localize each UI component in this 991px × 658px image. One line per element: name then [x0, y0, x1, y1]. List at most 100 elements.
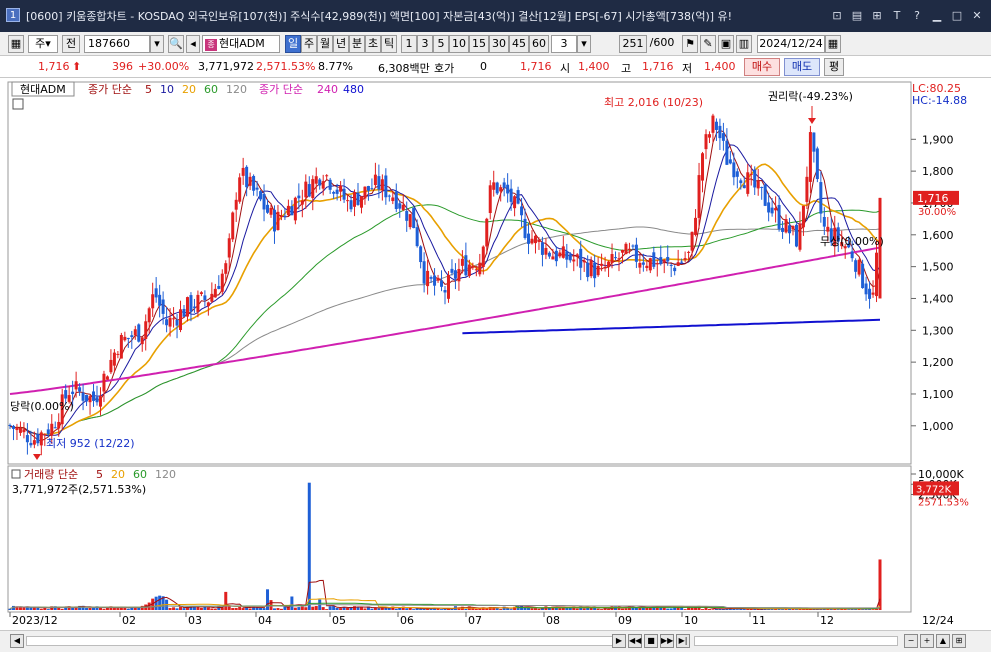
- volume-bar: [276, 608, 280, 610]
- grid-toggle-icon[interactable]: [12, 98, 24, 110]
- period-button-5[interactable]: 초: [365, 35, 381, 53]
- candle-body: [620, 249, 624, 253]
- volume-bar: [523, 606, 527, 610]
- candle-body: [801, 205, 805, 228]
- candle-body: [694, 217, 698, 235]
- x-tick-label: 04: [258, 614, 272, 627]
- help-icon[interactable]: ?: [914, 9, 920, 22]
- minute-button-1[interactable]: 1: [401, 35, 417, 53]
- candle-body: [179, 309, 183, 330]
- volume-bar: [603, 608, 607, 610]
- print-icon[interactable]: ▤: [851, 9, 863, 22]
- ma10-line: [9, 144, 881, 437]
- save-icon[interactable]: ▣: [718, 35, 734, 53]
- volume-bar: [262, 608, 266, 610]
- ma60-line: [9, 204, 881, 436]
- candle-body: [871, 292, 875, 295]
- stock-code-input[interactable]: 187660: [84, 35, 150, 53]
- scroll-left-icon[interactable]: ◀: [10, 634, 24, 648]
- candle-body: [568, 254, 572, 261]
- stock-code-value: 187660: [88, 37, 130, 50]
- stock-chart[interactable]: 1,9001,8001,7001,6001,5001,4001,3001,200…: [0, 80, 991, 628]
- name-tag-box[interactable]: [11, 81, 75, 97]
- close-icon[interactable]: ✕: [972, 9, 982, 22]
- order-icon[interactable]: ⚑: [682, 35, 698, 53]
- scroll-right-icon[interactable]: ▶: [612, 634, 626, 648]
- rewind-icon[interactable]: ◀◀: [628, 634, 642, 648]
- code-dropdown-icon[interactable]: ▾: [150, 35, 164, 53]
- eval-button[interactable]: 평: [824, 58, 844, 76]
- end-icon[interactable]: ▶|: [676, 634, 690, 648]
- candle-body: [224, 263, 228, 274]
- legend-ma-480: 480: [343, 83, 364, 96]
- tool-icon[interactable]: ✎: [700, 35, 716, 53]
- candle-body: [412, 207, 416, 229]
- minute-button-15[interactable]: 15: [469, 35, 489, 53]
- zoom-in-icon[interactable]: +: [920, 634, 934, 648]
- minute-button-5[interactable]: 5: [433, 35, 449, 53]
- candle-body: [728, 159, 732, 164]
- volume-bar: [540, 607, 544, 610]
- font-icon[interactable]: T: [893, 9, 901, 22]
- vol-toggle-icon[interactable]: [11, 469, 21, 479]
- search-icon[interactable]: 🔍: [168, 35, 184, 53]
- candle-body: [523, 218, 527, 238]
- count-input[interactable]: 251: [619, 35, 647, 53]
- period-button-6[interactable]: 틱: [381, 35, 397, 53]
- interval-dropdown-icon[interactable]: ▾: [577, 35, 591, 53]
- stock-type-icon: 종: [205, 39, 217, 51]
- volume-bar: [234, 607, 238, 610]
- volume-bar: [196, 606, 200, 610]
- volume-bar: [478, 607, 482, 610]
- period-button-1[interactable]: 주: [301, 35, 317, 53]
- sell-button[interactable]: 매도: [784, 58, 820, 76]
- open-label: 시: [560, 62, 571, 75]
- minute-button-10[interactable]: 10: [449, 35, 469, 53]
- zoom-track[interactable]: [694, 636, 898, 646]
- minute-button-3[interactable]: 3: [417, 35, 433, 53]
- candle-body: [161, 299, 165, 314]
- chart-scroll-bar: ◀ ▶ ◀◀ ■ ▶▶ ▶| − + ▲ ⊞: [0, 630, 991, 652]
- volume-bar: [690, 607, 694, 610]
- candle-body: [401, 204, 405, 210]
- maximize-icon[interactable]: □: [951, 9, 963, 22]
- minute-button-45[interactable]: 45: [509, 35, 529, 53]
- period-button-3[interactable]: 년: [333, 35, 349, 53]
- period-button-2[interactable]: 월: [317, 35, 333, 53]
- zoom-out-icon[interactable]: −: [904, 634, 918, 648]
- play-icon[interactable]: ▶▶: [660, 634, 674, 648]
- buy-button[interactable]: 매수: [744, 58, 780, 76]
- candle-body: [325, 175, 329, 177]
- scroll-track[interactable]: [26, 636, 616, 646]
- interval-input[interactable]: 3: [551, 35, 577, 53]
- link-icon[interactable]: ⊡: [832, 9, 842, 22]
- stop-icon[interactable]: ■: [644, 634, 658, 648]
- fit-icon[interactable]: ▲: [936, 634, 950, 648]
- period-button-0[interactable]: 일: [285, 35, 301, 53]
- stock-name-field[interactable]: 종 현대ADM: [202, 35, 280, 53]
- candle-body: [763, 184, 767, 206]
- calendar-icon[interactable]: ▦: [825, 35, 841, 53]
- pin-icon[interactable]: ⊞: [872, 9, 882, 22]
- candle-body: [690, 231, 694, 251]
- candle-body: [175, 319, 179, 326]
- date-input[interactable]: 2024/12/24: [757, 35, 825, 53]
- volume-bar: [203, 606, 207, 610]
- minute-button-60[interactable]: 60: [529, 35, 549, 53]
- mode-sub-button[interactable]: 전: [62, 35, 80, 53]
- volume-bar: [398, 607, 402, 610]
- settings-icon[interactable]: ▥: [736, 35, 752, 53]
- expand-icon[interactable]: ⊞: [952, 634, 966, 648]
- candle-body: [540, 242, 544, 255]
- volume-bar: [878, 559, 882, 610]
- grid-menu-icon[interactable]: ▦: [8, 35, 24, 53]
- minimize-icon[interactable]: ▁: [932, 9, 942, 22]
- candle-body: [840, 242, 844, 247]
- mode-main-select[interactable]: 주▾: [28, 35, 58, 53]
- candle-body: [732, 162, 736, 178]
- candle-body: [123, 336, 127, 341]
- x-tick-label: 06: [400, 614, 414, 627]
- minute-button-30[interactable]: 30: [489, 35, 509, 53]
- speaker-icon[interactable]: ◂: [186, 35, 200, 53]
- period-button-4[interactable]: 분: [349, 35, 365, 53]
